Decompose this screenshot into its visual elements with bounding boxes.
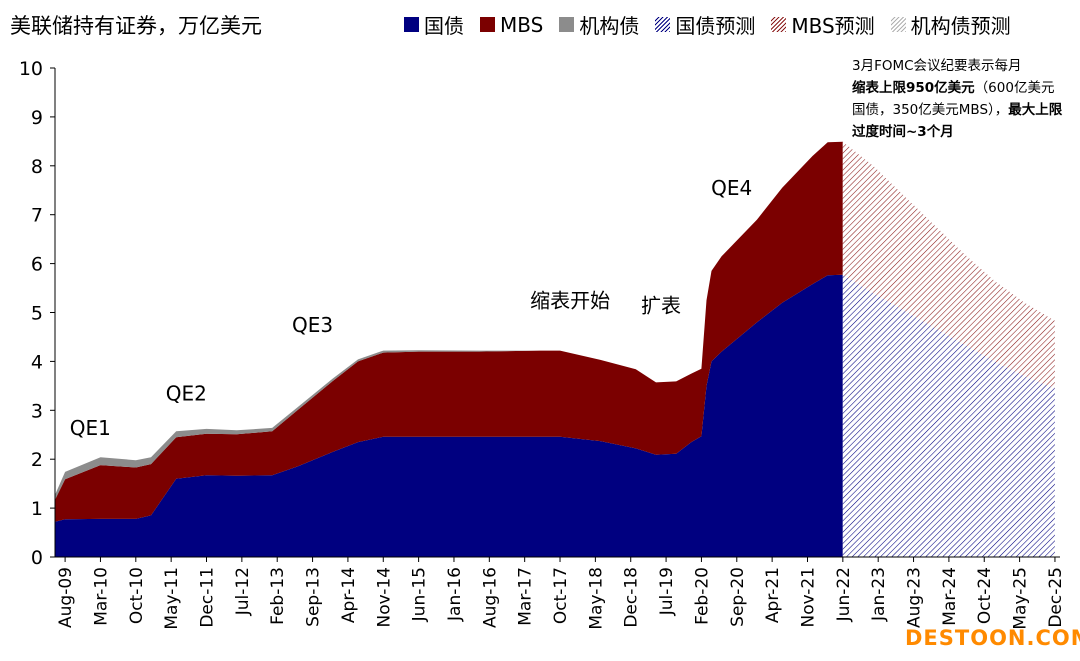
legend-swatch-treasury-forecast-icon (655, 17, 671, 32)
legend-swatch-agency-icon (559, 17, 575, 32)
x-tick-label: Feb-20 (692, 567, 712, 625)
x-tick-label: Feb-13 (268, 567, 288, 625)
x-tick-label: Aug-09 (56, 567, 76, 628)
annotation-label: QE3 (292, 313, 333, 337)
chart-legend: 国债 MBS 机构债 国债预测 MBS预测 机构债预测 (404, 10, 1011, 39)
annotation-label: 缩表开始 (530, 289, 610, 313)
x-tick-label: Apr-14 (339, 567, 359, 623)
x-tick-label: Mar-24 (940, 567, 960, 626)
y-tick-label: 1 (31, 498, 43, 520)
x-tick-label: Jul-12 (233, 567, 253, 616)
x-tick-label: Oct-17 (551, 567, 571, 624)
legend-swatch-agency-forecast-icon (890, 17, 906, 32)
watermark-text: DESTOON.COM (905, 626, 1080, 650)
note-bold1: 缩表上限950亿美元 (852, 80, 975, 96)
y-tick-label: 3 (31, 400, 43, 422)
x-tick-label: Aug-16 (480, 567, 500, 628)
legend-item-treasury-forecast: 国债预测 (655, 10, 755, 39)
annotation-layer: QE1 QE2 QE3 缩表开始 扩表 QE4 (70, 176, 752, 440)
y-tick-label: 8 (31, 156, 43, 178)
x-tick-label: Nov-14 (374, 567, 394, 628)
x-tick-label: Jul-19 (657, 567, 677, 616)
y-tick-label: 2 (31, 449, 43, 471)
legend-label-mbs-forecast: MBS预测 (791, 14, 875, 38)
x-tick-label: Jun-22 (834, 567, 854, 622)
area-treasury (55, 274, 843, 557)
x-tick-label: Oct-10 (127, 567, 147, 624)
x-tick-label: May-18 (586, 567, 606, 630)
y-tick-label: 9 (31, 107, 43, 129)
legend-label-agency: 机构债 (579, 14, 640, 38)
x-tick-label: Oct-24 (975, 567, 995, 624)
legend-label-treasury-forecast: 国债预测 (675, 14, 756, 38)
x-tick-label: Jan-23 (869, 567, 889, 622)
x-tick-label: Sep-13 (304, 567, 324, 627)
legend-swatch-mbs-forecast-icon (771, 17, 787, 32)
legend-label-agency-forecast: 机构债预测 (910, 14, 1011, 38)
x-tick-label: May-11 (162, 567, 182, 630)
area-agency (55, 141, 843, 500)
x-tick-label: Dec-25 (1046, 567, 1066, 628)
legend-swatch-mbs-icon (480, 17, 495, 32)
area-treasury-forecast (842, 274, 1055, 557)
legend-item-mbs-forecast: MBS预测 (771, 10, 875, 39)
legend-item-agency: 机构债 (559, 10, 639, 39)
x-tick-label: May-25 (1011, 567, 1031, 630)
annotation-label: QE1 (70, 416, 111, 440)
area-mbs (55, 141, 843, 522)
area-mbs-forecast (842, 141, 1055, 389)
chart-title: 美联储持有证券，万亿美元 (10, 14, 262, 38)
legend-item-treasury: 国债 (404, 10, 464, 39)
x-tick-label: Apr-21 (763, 567, 783, 623)
x-tick-label: Aug-23 (905, 567, 925, 628)
x-tick-label: Dec-18 (622, 567, 642, 628)
note-line1: 3月FOMC会议纪要表示每月 (852, 58, 1022, 74)
x-tick-label: Sep-20 (728, 567, 748, 627)
x-tick-label: Mar-10 (91, 567, 111, 626)
x-tick-label: Nov-21 (798, 567, 818, 628)
annotation-label: 扩表 (641, 294, 681, 318)
y-tick-label: 10 (19, 58, 43, 80)
fomc-note: 3月FOMC会议纪要表示每月 缩表上限950亿美元（600亿美元国债，350亿美… (852, 55, 1064, 143)
y-tick-label: 6 (31, 254, 43, 276)
note-bold2: 最大上限过度时间~3个月 (852, 102, 1063, 140)
legend-swatch-treasury-icon (404, 17, 419, 32)
area-layer (55, 141, 1055, 557)
axes-layer: 0 1 2 3 4 5 6 7 8 9 10 Aug-09 Mar-10 Oct-10 May-11 Dec-… (19, 58, 1066, 630)
x-tick-label: Dec-11 (198, 567, 218, 628)
x-tick-label: Jun-15 (410, 567, 430, 622)
legend-item-agency-forecast: 机构债预测 (890, 10, 1011, 39)
y-tick-label: 5 (31, 303, 43, 325)
legend-item-mbs: MBS (480, 13, 543, 37)
annotation-label: QE2 (166, 382, 207, 406)
y-tick-label: 4 (31, 351, 43, 373)
annotation-label: QE4 (711, 176, 752, 200)
note-line2: （600亿美元国债，350亿美元MBS）， (852, 80, 1055, 118)
x-tick-label: Mar-17 (516, 567, 536, 626)
x-tick-label: Jan-16 (445, 567, 465, 622)
y-tick-label: 7 (31, 205, 43, 227)
y-tick-label: 0 (31, 547, 43, 569)
legend-label-mbs: MBS (500, 12, 544, 37)
legend-label-treasury: 国债 (424, 14, 464, 38)
